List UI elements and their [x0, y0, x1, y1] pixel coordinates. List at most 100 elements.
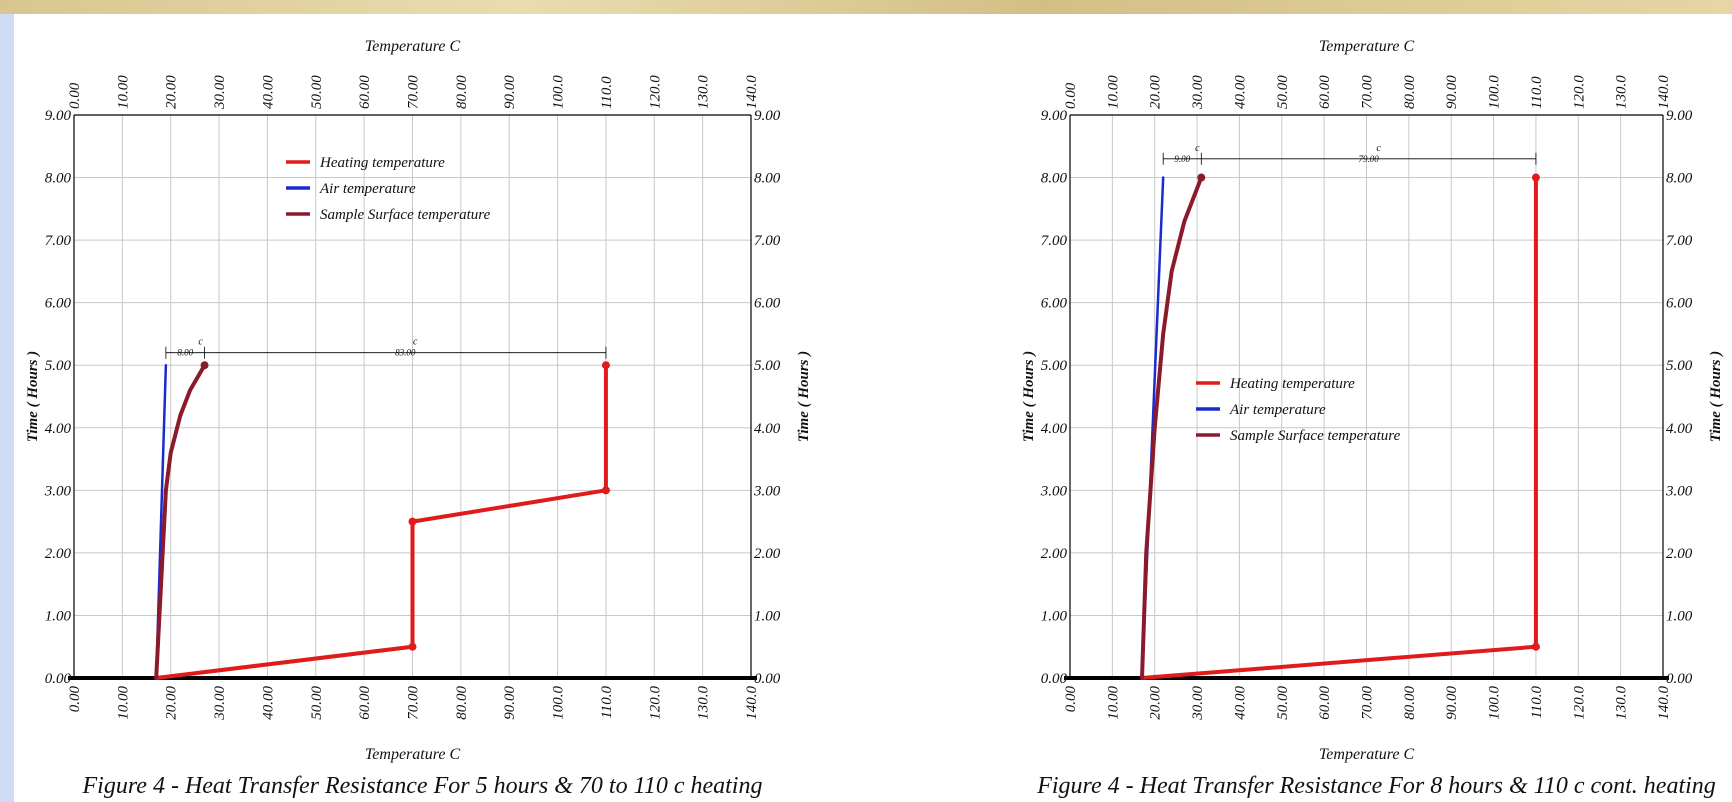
x-tick-label-bottom: 50.00 [1275, 686, 1291, 720]
x-tick-label-bottom: 60.00 [1317, 686, 1333, 720]
x-tick-label-bottom: 40.00 [1232, 686, 1248, 720]
y-tick-label-left: 7.00 [45, 233, 72, 249]
y-tick-label-right: 6.00 [1666, 296, 1693, 312]
x-tick-label-bottom: 120.0 [1571, 686, 1587, 720]
data-point-heating [408, 517, 417, 526]
y-tick-label-left: 2.00 [1041, 546, 1068, 562]
x-tick-label-top: 120.0 [1571, 75, 1587, 109]
x-tick-label-top: 90.00 [1444, 75, 1460, 109]
x-tick-label-bottom: 130.0 [1614, 686, 1630, 720]
x-tick-label-bottom: 100.0 [551, 686, 567, 720]
legend-label-heating: Heating temperature [319, 155, 445, 171]
data-point-heating [1531, 642, 1540, 651]
x-tick-label-top: 60.00 [1317, 75, 1333, 109]
y-tick-label-right: 2.00 [754, 546, 781, 562]
chart-left: 0.000.0010.0010.0020.0020.0030.0030.0040… [25, 38, 812, 799]
x-tick-label-top: 110.0 [599, 76, 615, 109]
x-tick-label-top: 30.00 [212, 75, 228, 110]
y-tick-label-right: 1.00 [754, 608, 781, 624]
y-axis-title-right: Time ( Hours ) [796, 351, 812, 443]
x-tick-label-bottom: 60.00 [357, 686, 373, 720]
x-tick-label-top: 60.00 [357, 75, 373, 109]
x-tick-label-bottom: 110.0 [599, 686, 615, 719]
x-tick-label-bottom: 70.00 [406, 686, 422, 720]
dimension-unit-1: c [1195, 143, 1200, 154]
y-tick-label-left: 8.00 [1041, 171, 1068, 187]
series-line-surface [154, 363, 207, 680]
data-point-surface [1197, 173, 1206, 182]
x-tick-label-bottom: 10.00 [115, 686, 131, 720]
dimension-label-2: 79.00 [1358, 154, 1379, 164]
x-tick-label-top: 30.00 [1190, 75, 1206, 110]
x-tick-label-bottom: 40.00 [260, 686, 276, 720]
y-tick-label-left: 5.00 [1041, 358, 1068, 374]
legend-label-surface: Sample Surface temperature [320, 207, 491, 223]
y-tick-label-right: 3.00 [1665, 483, 1693, 499]
y-tick-label-left: 5.00 [45, 358, 72, 374]
y-tick-label-right: 5.00 [754, 358, 781, 374]
dimension-label-1: 9.00 [1174, 154, 1190, 164]
dimension-unit-1: c [198, 337, 203, 348]
x-tick-label-top: 80.00 [1402, 75, 1418, 109]
x-tick-label-top: 110.0 [1529, 76, 1545, 109]
y-axis-title-left: Time ( Hours ) [1021, 351, 1037, 443]
x-tick-label-bottom: 0.00 [67, 686, 83, 713]
y-tick-label-left: 6.00 [45, 296, 72, 312]
y-tick-label-right: 7.00 [1666, 233, 1693, 249]
x-tick-label-top: 10.00 [1105, 75, 1121, 109]
x-tick-label-bottom: 130.0 [696, 686, 712, 720]
data-point-surface [200, 361, 209, 370]
x-tick-label-top: 10.00 [115, 75, 131, 109]
x-tick-label-bottom: 20.00 [164, 686, 180, 720]
data-point-heating [1531, 173, 1540, 182]
y-tick-label-left: 8.00 [45, 171, 72, 187]
y-tick-label-left: 0.00 [1041, 671, 1068, 687]
series-line-heating [154, 363, 608, 680]
y-tick-label-right: 1.00 [1666, 608, 1693, 624]
x-tick-label-top: 120.0 [647, 75, 663, 109]
x-axis-title-top: Temperature C [365, 38, 461, 55]
x-tick-label-top: 90.00 [502, 75, 518, 109]
x-tick-label-bottom: 140.0 [1656, 686, 1672, 720]
x-tick-label-top: 130.0 [696, 75, 712, 109]
x-tick-label-top: 50.00 [1275, 75, 1291, 109]
x-axis-title-bottom: Temperature C [365, 746, 461, 763]
legend-label-heating: Heating temperature [1229, 376, 1355, 392]
figure-caption: Figure 4 - Heat Transfer Resistance For … [1036, 773, 1716, 799]
x-tick-label-bottom: 70.00 [1360, 686, 1376, 720]
y-tick-label-left: 9.00 [45, 108, 72, 124]
y-tick-label-right: 0.00 [1666, 671, 1693, 687]
y-tick-label-left: 4.00 [1041, 421, 1068, 437]
y-tick-label-right: 2.00 [1666, 546, 1693, 562]
y-tick-label-left: 7.00 [1041, 233, 1068, 249]
x-tick-label-top: 130.0 [1614, 75, 1630, 109]
x-tick-label-top: 70.00 [406, 75, 422, 109]
y-tick-label-left: 1.00 [1041, 608, 1068, 624]
y-tick-label-right: 9.00 [1666, 108, 1693, 124]
x-tick-label-bottom: 30.00 [212, 686, 228, 721]
data-point-heating [601, 361, 610, 370]
y-tick-label-right: 3.00 [753, 483, 781, 499]
y-tick-label-left: 6.00 [1041, 296, 1068, 312]
x-tick-label-bottom: 80.00 [454, 686, 470, 720]
figure-caption: Figure 4 - Heat Transfer Resistance For … [82, 773, 763, 799]
x-tick-label-top: 70.00 [1360, 75, 1376, 109]
dimension-unit-2: c [413, 337, 418, 348]
x-tick-label-top: 40.00 [1232, 75, 1248, 109]
x-tick-label-top: 40.00 [260, 75, 276, 109]
y-tick-label-left: 3.00 [44, 483, 72, 499]
legend-label-air: Air temperature [1229, 402, 1326, 418]
x-tick-label-top: 50.00 [309, 75, 325, 109]
dimension-label-1: 8.00 [177, 348, 193, 358]
y-tick-label-left: 2.00 [45, 546, 72, 562]
y-axis-title-left: Time ( Hours ) [25, 351, 41, 443]
x-tick-label-bottom: 30.00 [1190, 686, 1206, 721]
y-tick-label-right: 8.00 [1666, 171, 1693, 187]
x-axis-title-bottom: Temperature C [1319, 746, 1415, 763]
y-tick-label-right: 8.00 [754, 171, 781, 187]
x-tick-label-bottom: 100.0 [1487, 686, 1503, 720]
x-tick-label-top: 140.0 [744, 75, 760, 109]
series-line-surface [1140, 175, 1204, 680]
y-tick-label-left: 0.00 [45, 671, 72, 687]
